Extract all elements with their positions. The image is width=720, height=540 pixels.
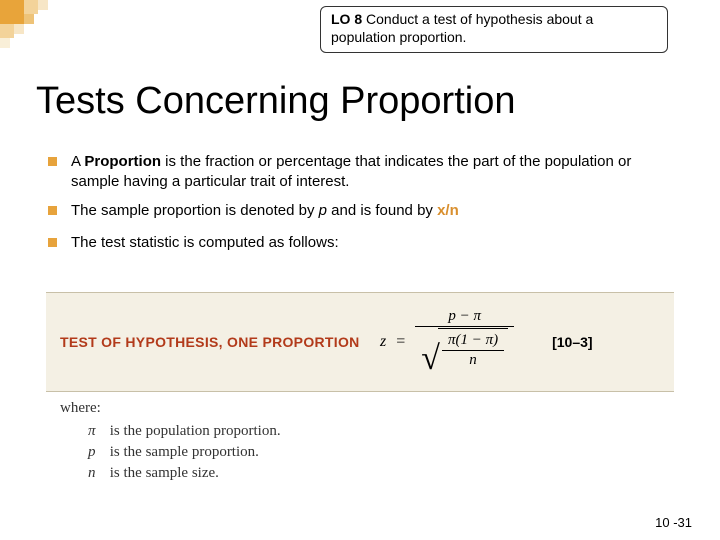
outer-numerator: p − π <box>442 307 487 326</box>
outer-denominator: √ π(1 − π) n <box>415 327 514 377</box>
deco-square <box>24 14 34 24</box>
formula-lhs: z <box>380 333 386 351</box>
deco-square <box>38 0 48 10</box>
where-symbol: n <box>88 463 106 484</box>
corner-decoration <box>0 0 80 50</box>
formula-box: TEST OF HYPOTHESIS, ONE PROPORTION z = p… <box>46 292 674 392</box>
bullet-item: The test statistic is computed as follow… <box>48 233 680 253</box>
bullet-item: The sample proportion is denoted by p an… <box>48 201 680 221</box>
equals-sign: = <box>396 333 405 351</box>
bullet-text: The test statistic is computed as follow… <box>71 233 680 253</box>
deco-square <box>24 0 38 14</box>
bullet-text: A Proportion is the fraction or percenta… <box>71 152 680 193</box>
where-text: is the sample proportion. <box>106 444 259 460</box>
text-span: The test statistic is computed as follow… <box>71 234 339 251</box>
where-label: where: <box>60 400 281 417</box>
bullet-marker <box>48 157 57 166</box>
text-span: A <box>71 153 84 170</box>
text-span: Proportion <box>84 153 161 170</box>
where-text: is the population proportion. <box>106 423 281 439</box>
deco-square <box>0 0 24 24</box>
where-lines: π is the population proportion.p is the … <box>60 421 281 484</box>
lo-prefix: LO 8 <box>331 11 362 27</box>
formula-equation: z = p − π √ π(1 − π) n <box>380 307 514 377</box>
text-span: The sample proportion is denoted by <box>71 202 319 219</box>
bullet-list: A Proportion is the fraction or percenta… <box>48 152 680 261</box>
where-symbol: p <box>88 442 106 463</box>
lo-text: Conduct a test of hypothesis about a pop… <box>331 11 593 45</box>
outer-fraction: p − π √ π(1 − π) n <box>415 307 514 377</box>
text-span: p <box>319 202 327 219</box>
where-line: p is the sample proportion. <box>88 442 281 463</box>
inner-fraction: π(1 − π) n <box>442 331 504 370</box>
bullet-text: The sample proportion is denoted by p an… <box>71 201 680 221</box>
bullet-marker <box>48 238 57 247</box>
formula-label: TEST OF HYPOTHESIS, ONE PROPORTION <box>60 334 360 350</box>
formula-reference: [10–3] <box>552 334 592 350</box>
bullet-item: A Proportion is the fraction or percenta… <box>48 152 680 193</box>
learning-objective-box: LO 8 Conduct a test of hypothesis about … <box>320 6 668 53</box>
where-symbol: π <box>88 421 106 442</box>
page-number: 10 -31 <box>655 515 692 530</box>
inner-numerator: π(1 − π) <box>442 331 504 350</box>
deco-square <box>0 38 10 48</box>
text-span: and is found by <box>327 202 437 219</box>
inner-denominator: n <box>463 351 483 370</box>
radicand: π(1 − π) n <box>438 328 508 376</box>
slide-title: Tests Concerning Proportion <box>36 80 515 123</box>
where-text: is the sample size. <box>106 465 219 481</box>
where-line: π is the population proportion. <box>88 421 281 442</box>
deco-square <box>14 24 24 34</box>
deco-square <box>0 24 14 38</box>
bullet-marker <box>48 206 57 215</box>
where-block: where: π is the population proportion.p … <box>60 400 281 484</box>
where-line: n is the sample size. <box>88 463 281 484</box>
text-span: x/n <box>437 202 459 219</box>
sqrt-wrapper: √ π(1 − π) n <box>421 328 508 376</box>
